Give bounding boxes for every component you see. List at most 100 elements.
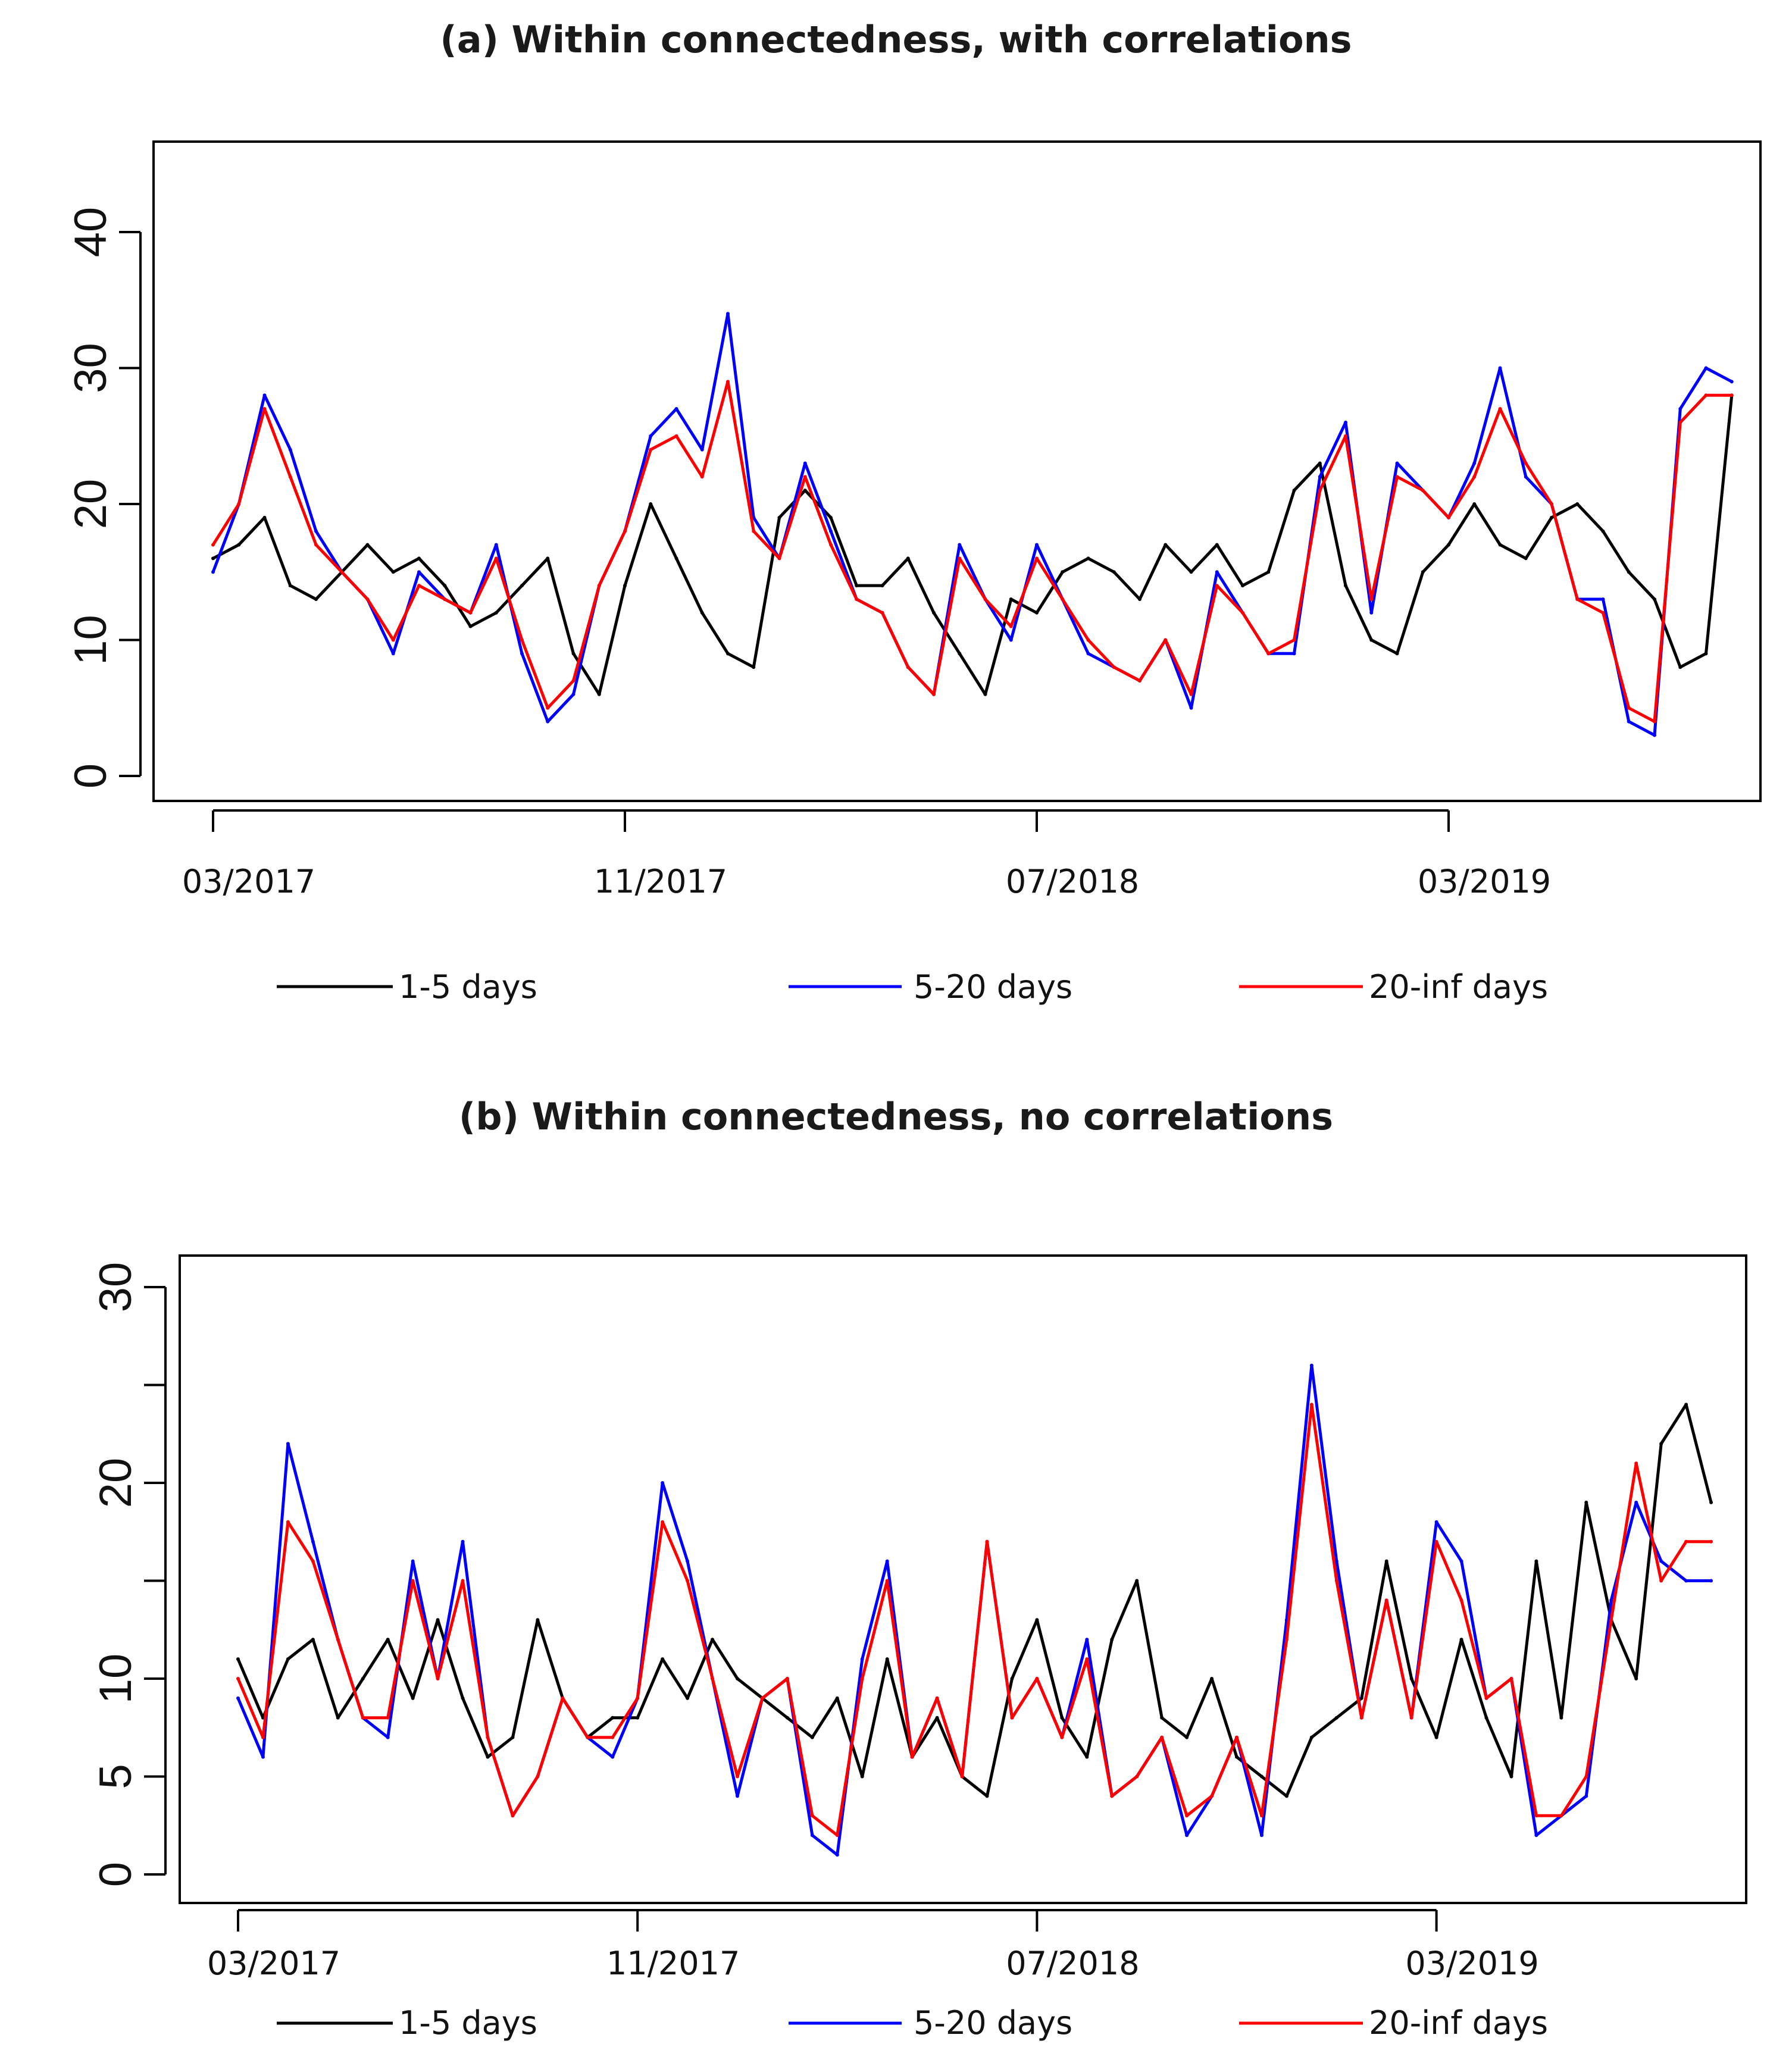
data-point (211, 556, 215, 561)
data-point (1409, 1677, 1413, 1680)
data-point (1259, 1814, 1264, 1818)
data-point (1601, 611, 1605, 615)
data-point (855, 597, 859, 601)
data-point (211, 543, 215, 547)
chart-b-title: (b) Within connectedness, no correlation… (458, 1095, 1334, 1138)
y-tick-label: 40 (65, 207, 116, 258)
data-point (1684, 1539, 1688, 1544)
data-point (571, 652, 576, 656)
data-point (1684, 1579, 1688, 1583)
data-point (661, 1520, 665, 1524)
data-point (686, 1559, 690, 1563)
y-tick-label: 5 (90, 1764, 141, 1789)
data-point (1421, 489, 1425, 493)
data-point (958, 556, 962, 561)
data-point (1035, 1677, 1039, 1680)
plot-frame-b (179, 1254, 1747, 1904)
data-point (461, 1579, 465, 1583)
chart-a-title: (a) Within connectedness, with correlati… (440, 18, 1352, 61)
data-point (1215, 584, 1219, 588)
data-point (1634, 1500, 1638, 1504)
data-point (803, 489, 807, 493)
data-point (1709, 1539, 1713, 1544)
data-point (932, 692, 936, 696)
data-point (1434, 1735, 1438, 1739)
data-point (1085, 1755, 1089, 1759)
data-point (1259, 1774, 1264, 1779)
data-point (611, 1755, 615, 1759)
data-point (1189, 692, 1193, 696)
data-point (365, 543, 370, 547)
data-point (1409, 1716, 1413, 1720)
data-point (261, 1755, 265, 1759)
data-point (810, 1735, 814, 1739)
data-point (1678, 420, 1682, 424)
data-point (314, 597, 318, 601)
y-tick-label: 20 (65, 479, 116, 530)
data-point (835, 1853, 839, 1857)
data-point (1085, 1638, 1089, 1642)
data-point (835, 1833, 839, 1838)
data-point (1284, 1794, 1289, 1798)
data-point (1259, 1833, 1264, 1838)
data-point (700, 447, 704, 452)
data-point (411, 1579, 415, 1583)
data-point (1447, 515, 1450, 519)
data-point (386, 1716, 390, 1720)
data-point (736, 1774, 739, 1779)
data-point (411, 1559, 415, 1563)
data-point (1534, 1814, 1538, 1818)
data-point (361, 1677, 365, 1680)
chart-b: 0 5 10 20 30 03/2017 11/2017 07/2018 03/2019 1-5 … (90, 1254, 1747, 2042)
data-point (1185, 1735, 1189, 1739)
data-point (636, 1696, 640, 1700)
data-point (777, 515, 781, 519)
data-point (1318, 475, 1322, 479)
data-point (810, 1833, 814, 1838)
data-point (611, 1716, 615, 1720)
data-point (829, 515, 833, 519)
data-point (1110, 1794, 1114, 1798)
data-point (1384, 1559, 1388, 1563)
data-point (511, 1735, 515, 1739)
y-tick-label: 20 (90, 1458, 141, 1508)
data-point (311, 1559, 315, 1563)
data-point (336, 1716, 340, 1720)
data-point (261, 1735, 265, 1739)
data-point (1575, 597, 1580, 601)
data-point (1010, 1677, 1014, 1680)
data-point (1135, 1579, 1139, 1583)
data-point (1609, 1598, 1613, 1602)
data-point (1730, 380, 1734, 384)
data-point (391, 570, 395, 574)
data-point (361, 1716, 365, 1720)
data-point (1185, 1814, 1189, 1818)
data-point (810, 1814, 814, 1818)
data-point (391, 652, 395, 656)
data-point (674, 407, 678, 411)
data-point (1584, 1794, 1588, 1798)
y-tick-label: 30 (65, 343, 116, 393)
data-point (1309, 1403, 1313, 1407)
data-point (1704, 366, 1708, 370)
data-point (985, 1794, 989, 1798)
data-point (835, 1696, 839, 1700)
data-point (211, 570, 215, 574)
data-point (1575, 502, 1580, 506)
data-point (726, 380, 730, 384)
data-point (586, 1735, 590, 1739)
data-point (1678, 665, 1682, 669)
data-point (674, 556, 678, 561)
data-point (1609, 1618, 1613, 1622)
y-tick-label: 0 (65, 763, 116, 788)
data-point (623, 584, 627, 588)
data-point (1110, 1638, 1114, 1642)
data-point (726, 312, 730, 316)
data-point (1709, 1579, 1713, 1583)
data-point (1653, 733, 1656, 737)
data-point (411, 1696, 415, 1700)
data-point (906, 556, 910, 561)
data-point (906, 665, 910, 669)
data-point (461, 1696, 465, 1700)
data-point (1704, 393, 1708, 397)
